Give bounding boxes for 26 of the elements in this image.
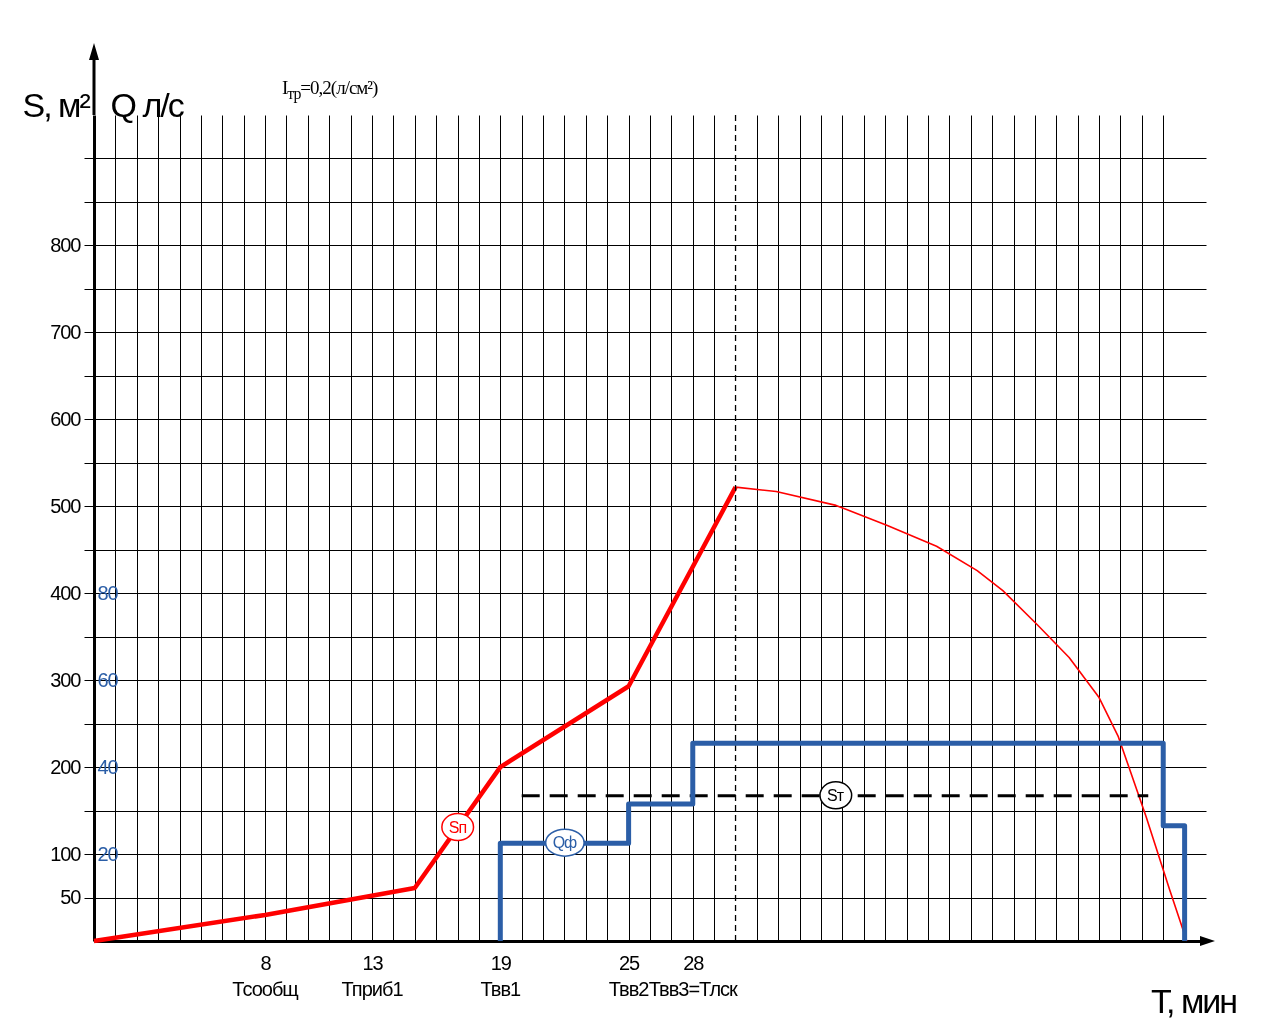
y-tick-label: 600	[50, 407, 82, 430]
y-tick-label: 300	[50, 668, 82, 691]
series-label: Sп	[448, 818, 467, 836]
y-axis-title: S, м²	[22, 85, 91, 124]
y-tick-label: 500	[50, 494, 82, 517]
y-tick-label: 800	[50, 233, 82, 256]
text: Твв1	[480, 978, 522, 1000]
x-tick-label: 13	[362, 951, 384, 974]
y-tick-label: 50	[60, 886, 82, 909]
series-label: Qф	[552, 834, 578, 852]
y-tick-label: 400	[50, 581, 82, 604]
y-tick-label: 200	[50, 755, 82, 778]
y-tick-label: 100	[50, 842, 82, 865]
text: Тприб1	[341, 978, 404, 1000]
text: I$_{тр}$=0,2(л/см²)	[282, 77, 378, 102]
x-tick-label: 28	[683, 951, 705, 974]
text: Твв2	[608, 978, 650, 1000]
text: Тсообщ	[232, 978, 299, 1000]
y-tick-label: 700	[50, 320, 82, 343]
text: Твв3=Тлск	[648, 978, 739, 1000]
x-tick-label: 19	[490, 951, 512, 974]
y2-axis-title: Q л/с	[110, 85, 185, 124]
series-label: Sт	[826, 786, 845, 804]
x-tick-label: 25	[618, 951, 641, 974]
x-tick-label: 8	[260, 951, 272, 974]
x-axis-title: Т, мин	[1150, 981, 1237, 1020]
